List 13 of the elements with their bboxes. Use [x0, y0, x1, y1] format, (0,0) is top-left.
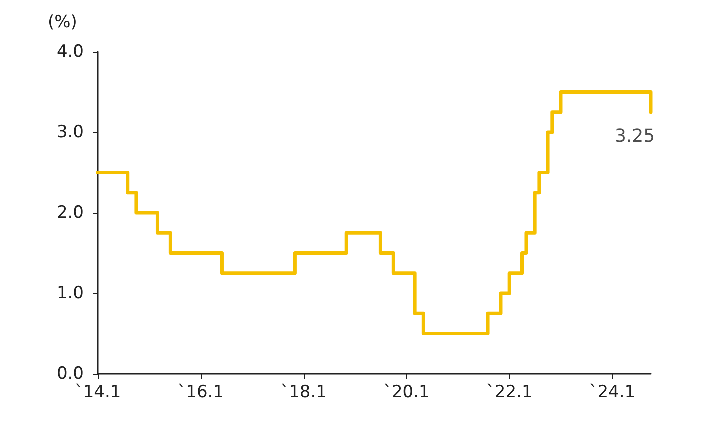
x-tick-label: `16.1: [178, 382, 224, 402]
y-tick-label: 0.0: [56, 364, 84, 384]
x-tick-label: `22.1: [486, 382, 533, 402]
annotation: 3.25: [614, 126, 656, 147]
y-tick-label: 2.0: [56, 203, 84, 223]
x-tick-label: `20.1: [383, 382, 430, 402]
y-tick-label: 1.0: [56, 284, 84, 304]
y-tick-label: 4.0: [56, 42, 84, 62]
x-tick-label: `14.1: [74, 382, 122, 402]
x-tick-label: `24.1: [589, 382, 636, 402]
x-tick-label: `18.1: [280, 382, 327, 402]
y-tick-label: 3.0: [56, 122, 84, 142]
y-axis-title: (%): [48, 12, 78, 32]
